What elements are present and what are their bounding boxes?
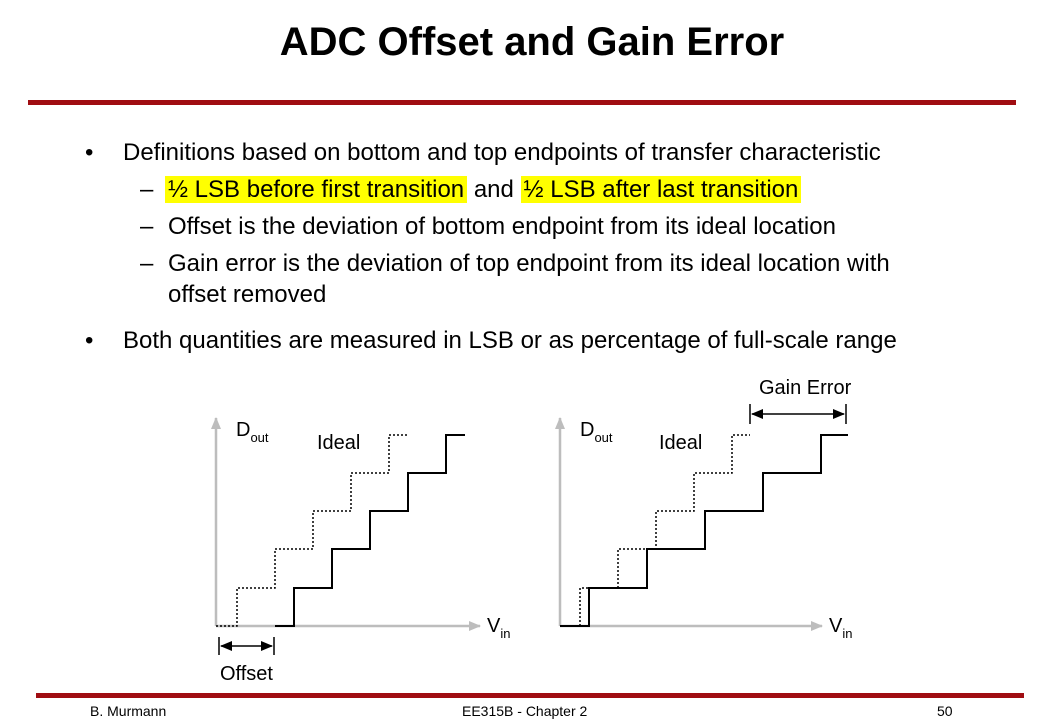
slide-title: ADC Offset and Gain Error [279,20,785,64]
sub-bullet-gain-line1: Gain error is the deviation of top endpo… [168,250,890,277]
footer-course: EE315B - Chapter 2 [462,703,588,719]
gain-error-label: Gain Error [759,377,852,399]
title-divider [28,100,1016,105]
footer-divider [36,693,1024,698]
sub-bullet-marker: – [140,176,154,203]
sub-bullet-offset: Offset is the deviation of bottom endpoi… [168,213,836,240]
ideal-label: Ideal [317,432,360,454]
bullet-definitions: Definitions based on bottom and top endp… [123,139,881,166]
sub-bullet-marker: – [140,213,154,240]
bullet-measurement: Both quantities are measured in LSB or a… [123,327,897,354]
y-axis-label: Dout [580,419,613,445]
x-axis-label: Vin [487,615,510,641]
ideal-staircase [560,434,750,627]
gain-error-plot: Dout Vin Ideal Gain Error [555,377,852,641]
footer-author: B. Murmann [90,703,167,719]
bullet-marker: • [85,327,94,354]
bullet-marker: • [85,139,94,166]
offset-plot: Dout Vin Ideal Offset [211,417,510,685]
ideal-label: Ideal [659,432,702,454]
sub-bullet-marker: – [140,250,154,277]
footer-page-number: 50 [937,703,953,719]
conjunction-and: and [473,176,514,203]
ideal-staircase [216,434,408,627]
y-axis-label: Dout [236,419,269,445]
highlight-last-transition: ½ LSB after last transition [520,176,802,203]
highlight-first-transition: ½ LSB before first transition [165,176,468,203]
sub-bullet-half-lsb: ½ LSB before first transition and ½ LSB … [165,175,802,205]
sub-bullet-gain-line2: offset removed [168,281,327,308]
actual-staircase [560,434,848,627]
x-axis-label: Vin [829,615,852,641]
offset-label: Offset [220,663,273,685]
actual-staircase [275,434,465,627]
